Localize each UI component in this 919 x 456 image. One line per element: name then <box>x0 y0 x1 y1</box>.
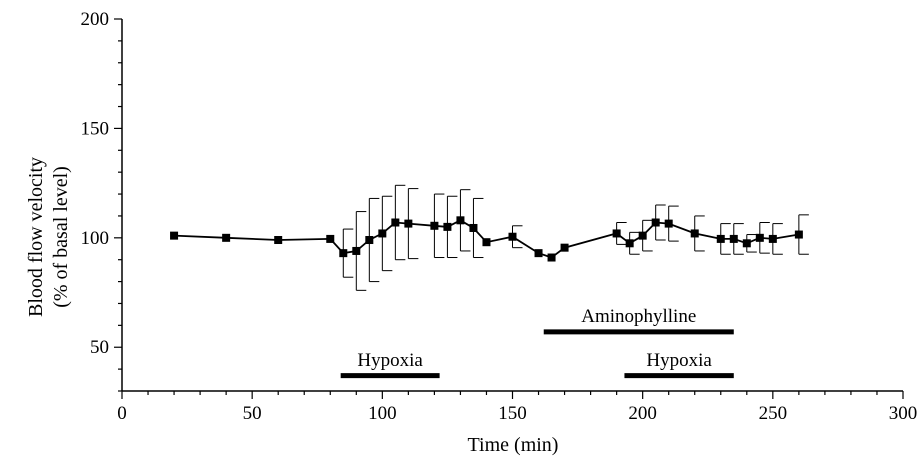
data-point <box>638 231 647 240</box>
data-point <box>404 219 413 228</box>
data-point <box>365 236 374 245</box>
annotations: Hypoxia Aminophylline Hypoxia <box>340 306 734 379</box>
treatment-label: Hypoxia <box>357 350 423 371</box>
data-point <box>651 218 660 227</box>
data-point <box>534 249 543 258</box>
data-point <box>508 232 517 241</box>
data-point <box>326 234 335 243</box>
x-tick-label: 0 <box>117 403 127 424</box>
data-point <box>547 253 556 262</box>
data-point <box>170 231 179 240</box>
data-point <box>729 234 738 243</box>
data-point <box>378 229 387 238</box>
data-point <box>339 249 348 258</box>
data-markers <box>170 216 803 262</box>
data-point <box>430 221 439 230</box>
data-point <box>391 218 400 227</box>
data-point <box>612 229 621 238</box>
data-point <box>755 233 764 242</box>
y-tick-label: 150 <box>81 118 110 139</box>
data-point <box>716 234 725 243</box>
data-point <box>352 246 361 255</box>
x-tick-label: 150 <box>498 403 527 424</box>
data-point <box>469 223 478 232</box>
data-point <box>664 219 673 228</box>
tick-labels: 0 50 100 150 200 250 300 50 100 150 200 <box>81 9 918 424</box>
data-point <box>443 222 452 231</box>
y-tick-label: 100 <box>81 228 110 249</box>
x-tick-label: 250 <box>759 403 788 424</box>
y-axis-title-line-2: (% of basal level) <box>50 166 72 308</box>
x-tick-label: 200 <box>628 403 657 424</box>
data-point <box>560 243 569 252</box>
data-point <box>690 229 699 238</box>
y-tick-label: 50 <box>90 337 109 358</box>
axes <box>114 18 904 399</box>
data-point <box>482 238 491 247</box>
x-tick-label: 300 <box>889 403 918 424</box>
data-point <box>625 239 634 248</box>
x-tick-label: 50 <box>243 403 262 424</box>
data-point <box>794 230 803 239</box>
error-bars <box>342 184 809 291</box>
y-tick-label: 200 <box>81 9 110 30</box>
data-point <box>742 239 751 248</box>
data-point <box>274 236 283 245</box>
data-point <box>456 216 465 225</box>
data-point <box>768 234 777 243</box>
x-axis-title: Time (min) <box>468 434 559 456</box>
x-tick-label: 100 <box>368 403 397 424</box>
treatment-label: Hypoxia <box>646 350 712 371</box>
data-point <box>222 233 231 242</box>
treatment-label: Aminophylline <box>581 306 696 327</box>
y-axis-title-line-1: Blood flow velocity <box>25 157 47 317</box>
